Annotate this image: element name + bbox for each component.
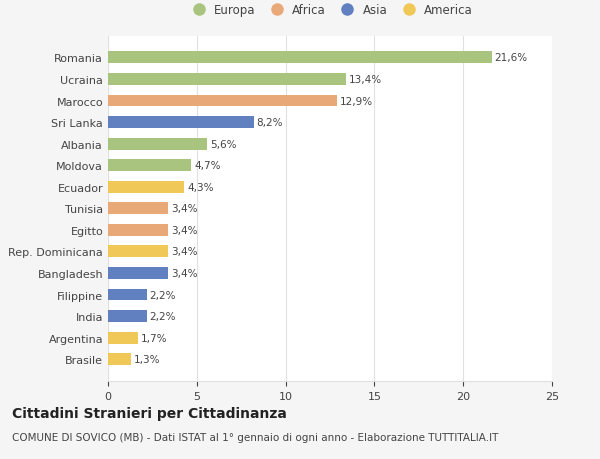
- Bar: [108, 139, 208, 150]
- Bar: [108, 203, 169, 215]
- Text: 3,4%: 3,4%: [171, 225, 197, 235]
- Text: 3,4%: 3,4%: [171, 247, 197, 257]
- Bar: [108, 52, 491, 64]
- Bar: [108, 181, 184, 193]
- Text: Cittadini Stranieri per Cittadinanza: Cittadini Stranieri per Cittadinanza: [12, 406, 287, 420]
- Legend: Europa, Africa, Asia, America: Europa, Africa, Asia, America: [185, 1, 475, 19]
- Text: 2,2%: 2,2%: [150, 290, 176, 300]
- Bar: [108, 289, 147, 301]
- Bar: [108, 310, 147, 322]
- Text: 2,2%: 2,2%: [150, 311, 176, 321]
- Bar: [108, 268, 169, 279]
- Text: 1,3%: 1,3%: [134, 354, 160, 364]
- Bar: [108, 353, 131, 365]
- Bar: [108, 74, 346, 86]
- Bar: [108, 224, 169, 236]
- Text: COMUNE DI SOVICO (MB) - Dati ISTAT al 1° gennaio di ogni anno - Elaborazione TUT: COMUNE DI SOVICO (MB) - Dati ISTAT al 1°…: [12, 432, 499, 442]
- Bar: [108, 246, 169, 258]
- Text: 3,4%: 3,4%: [171, 269, 197, 278]
- Text: 21,6%: 21,6%: [494, 53, 527, 63]
- Bar: [108, 160, 191, 172]
- Bar: [108, 332, 138, 344]
- Text: 4,7%: 4,7%: [194, 161, 221, 171]
- Text: 3,4%: 3,4%: [171, 204, 197, 214]
- Text: 1,7%: 1,7%: [141, 333, 167, 343]
- Text: 4,3%: 4,3%: [187, 182, 214, 192]
- Text: 12,9%: 12,9%: [340, 96, 373, 106]
- Text: 13,4%: 13,4%: [349, 75, 382, 85]
- Bar: [108, 117, 254, 129]
- Text: 5,6%: 5,6%: [210, 140, 236, 149]
- Text: 8,2%: 8,2%: [256, 118, 283, 128]
- Bar: [108, 95, 337, 107]
